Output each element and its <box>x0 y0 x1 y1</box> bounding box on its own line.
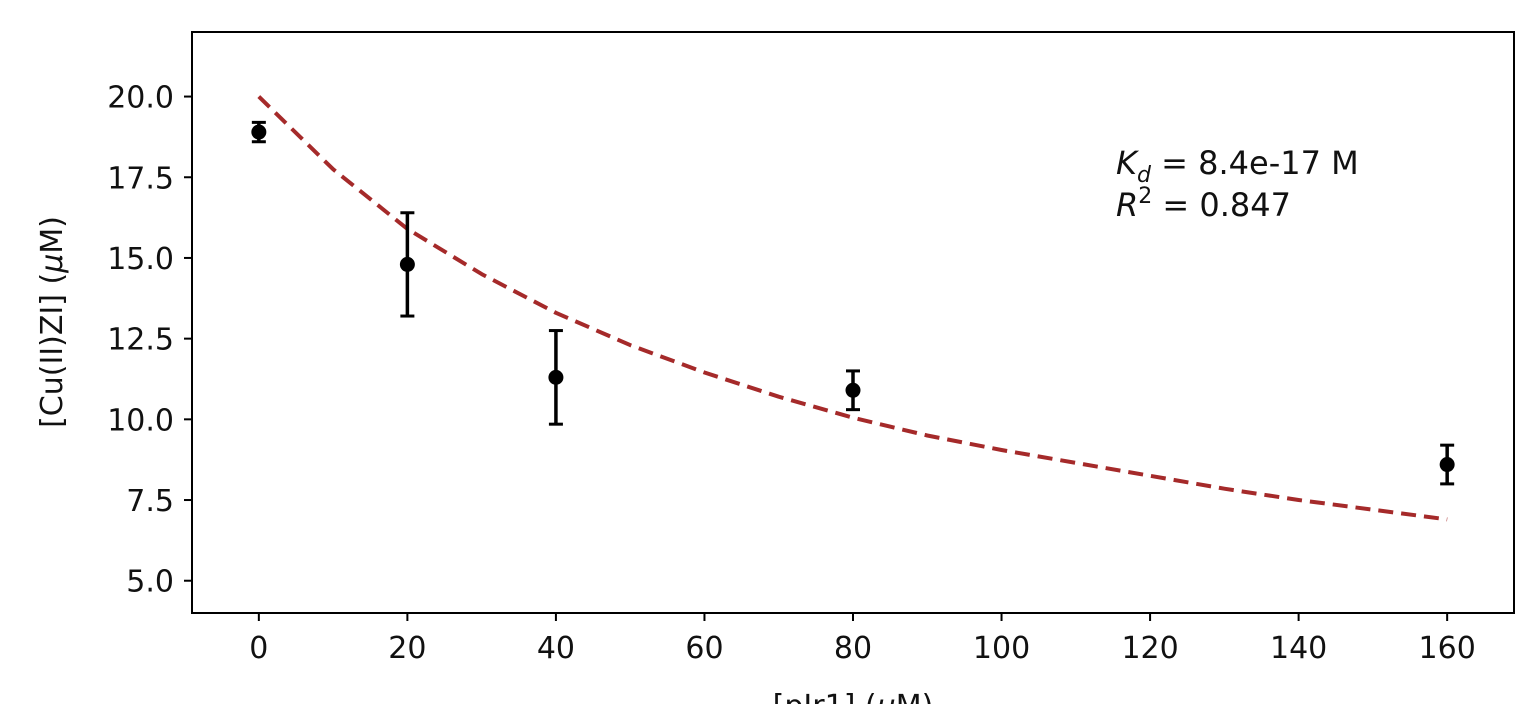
data-point-0 <box>251 120 267 144</box>
data-marker <box>399 256 415 272</box>
y-tick-label: 5.0 <box>126 565 174 600</box>
data-points-layer <box>251 120 1455 486</box>
data-marker <box>251 124 267 140</box>
plot-frame <box>191 31 1515 614</box>
y-axis-ticks: 5.0 7.5 10.0 12.5 15.0 17.5 20.0 <box>107 81 192 600</box>
y-tick-label: 10.0 <box>107 403 174 438</box>
data-point-2 <box>548 329 564 426</box>
x-axis-label: [pIr1] (μM) <box>773 689 934 704</box>
data-point-1 <box>399 211 415 318</box>
data-marker <box>548 369 564 385</box>
y-tick-label: 12.5 <box>107 323 174 358</box>
y-tick-label: 15.0 <box>107 242 174 277</box>
x-axis-ticks: 0 20 40 60 80 100 120 140 160 <box>249 613 1476 666</box>
kd-annotation: Kd = 8.4e-17 M <box>1116 144 1359 188</box>
data-marker <box>845 382 861 398</box>
x-tick-label: 160 <box>1419 631 1476 666</box>
r2-annotation: R2 = 0.847 <box>1116 184 1291 224</box>
x-tick-label: 140 <box>1270 631 1327 666</box>
x-tick-label: 120 <box>1121 631 1178 666</box>
data-marker <box>1439 457 1455 473</box>
y-tick-label: 7.5 <box>126 484 174 519</box>
y-axis-label: [Cu(II)ZI] (μM) <box>35 216 70 428</box>
data-point-3 <box>845 369 861 412</box>
x-tick-label: 80 <box>834 631 872 666</box>
y-tick-label: 17.5 <box>107 161 174 196</box>
x-tick-label: 40 <box>537 631 575 666</box>
y-tick-label: 20.0 <box>107 81 174 116</box>
x-tick-label: 20 <box>388 631 426 666</box>
data-point-4 <box>1439 443 1455 486</box>
fit-curve-layer <box>257 95 1448 522</box>
x-tick-label: 0 <box>249 631 268 666</box>
fit-curve <box>257 95 1448 522</box>
x-tick-label: 100 <box>973 631 1030 666</box>
x-tick-label: 60 <box>685 631 723 666</box>
